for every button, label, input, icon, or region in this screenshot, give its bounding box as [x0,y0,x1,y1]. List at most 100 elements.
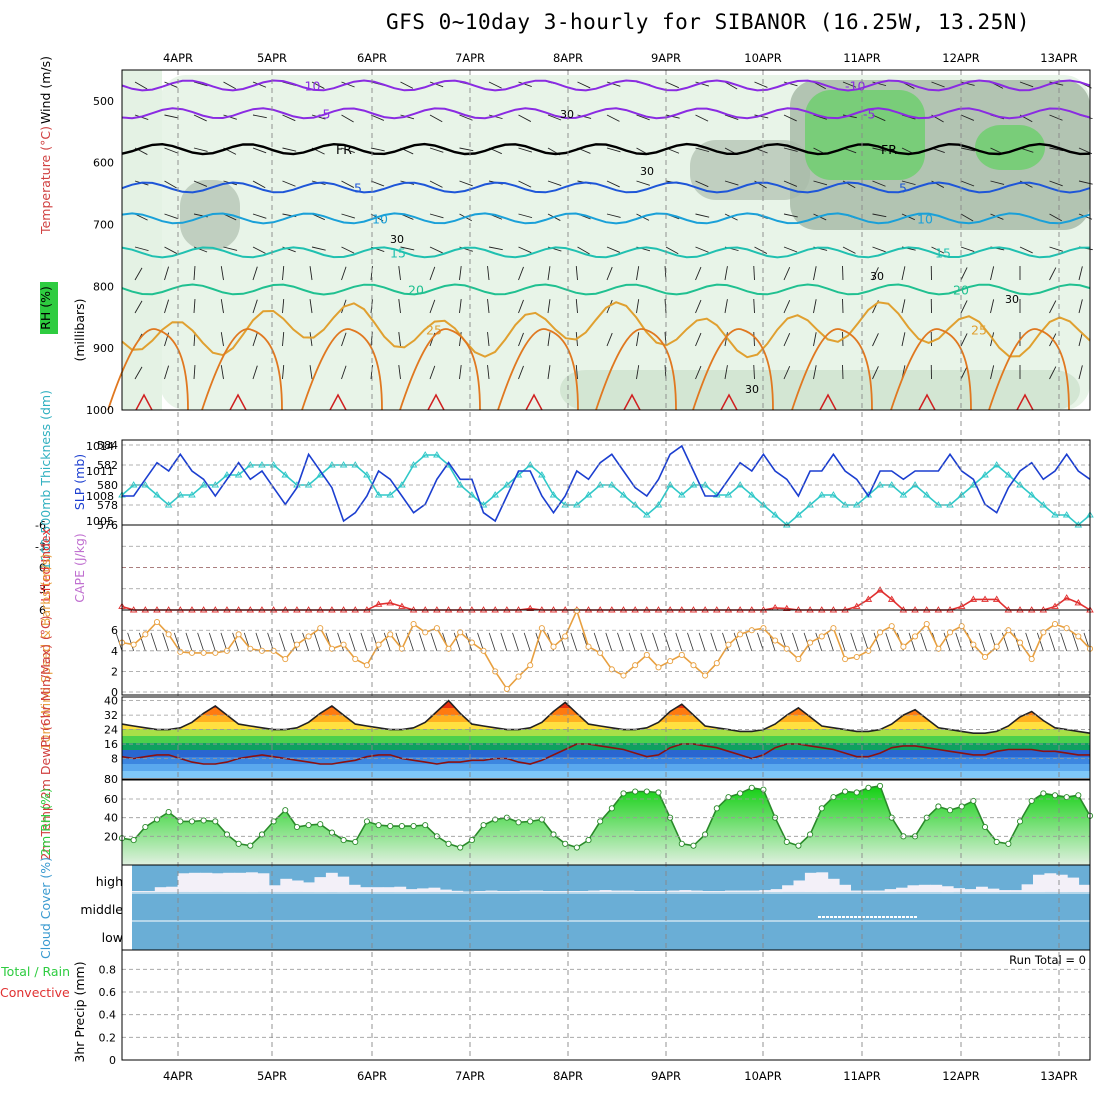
wind-barb [162,632,170,651]
high-cloud-bar [941,886,954,893]
high-cloud-bar [576,891,589,893]
wind-barb [872,366,879,380]
rh-line-point [1063,794,1070,801]
wind-barb [197,632,205,651]
wind-speed-line-point [340,641,347,648]
rh-contour-label: 30 [640,165,654,178]
rh-tick-label: 60 [104,793,118,806]
thickness-line-point [666,481,674,488]
wind-barb [960,213,974,222]
wind-speed-line-point [737,631,744,638]
temp-tick-label: 8 [111,753,118,766]
wind-barb [518,365,524,380]
wind-barb [960,114,975,121]
thickness-line-point [176,491,185,498]
pressure-tick-label: 900 [93,342,114,355]
thickness-line-point [957,491,966,498]
wind-speed-line-point [328,645,335,652]
high-cloud-bar [360,887,372,892]
lifted-index-line-point [969,595,978,602]
wind-barb [370,114,385,121]
date-label-top: 5APR [257,51,287,65]
thickness-line-point [631,501,639,508]
temp-panel-frame [121,696,1091,780]
wind-speed-line-point [830,625,837,632]
rh-line-point [142,823,149,831]
rh-line-point [282,807,289,814]
wind-barb [695,266,702,281]
wind-barb [901,180,916,186]
wind-barb [150,632,158,651]
rh-line-point [328,829,335,836]
high-cloud-bar [474,891,486,893]
wind-barb [398,299,401,314]
rh-line-point [492,816,499,823]
wind-barb [575,299,578,314]
wind-barb [223,81,236,90]
high-cloud-bar [211,873,224,892]
wind-barb [960,267,968,281]
wind-speed-line-point [375,641,382,648]
wind-barb [960,246,975,252]
wind-barb [813,180,828,186]
slp-tick-label: 1011 [86,465,114,478]
slp-tick-label: 1014 [86,440,114,453]
slp-tick-label: 1008 [86,490,114,503]
high-cloud-bar [519,890,532,892]
isotherm-label: FR [336,142,352,157]
wind-speed-line-point [1040,629,1047,636]
wind-barb [960,300,968,314]
wind-barb [220,332,224,347]
thickness-line-point [654,501,663,508]
isotherm-label: 15 [935,245,951,260]
thickness-line-point [1027,491,1036,498]
wind-speed-axis-title: 10m Wind Speed & Barbs (m/s) [38,554,53,751]
wind-tick-label: 4 [111,645,118,658]
wind-barb [628,632,636,651]
wind-barb [640,632,648,651]
wind-barb [783,114,797,122]
high-cloud-bar [497,891,509,893]
wind-barb [606,147,621,153]
date-label-bottom: 11APR [843,1069,880,1083]
thickness-line-point [374,491,383,498]
wind-barb [252,213,267,219]
wind-barb [722,632,729,651]
rh-line-point [713,805,720,812]
wind-barb [1078,332,1083,347]
wind-speed-line-point [468,639,475,646]
high-cloud-bar [166,886,179,893]
wind-barb [783,213,798,218]
wind-barb [418,632,426,651]
temp-color-band [122,700,1090,708]
li-tick-label: 6 [39,604,46,617]
rh-shading-area [690,140,810,200]
wind-speed-line-point [527,662,534,669]
rh-line-point [1051,792,1059,799]
thickness-line-point [141,481,150,488]
rh2m-axis-title: 2m RH (%) [38,788,53,856]
rh-line-point [1016,818,1024,825]
precip-axis-title: 3hr Precip (mm) [72,961,87,1062]
isotherm-label: 5 [354,180,362,195]
thickness-line-point [223,471,231,478]
wind-speed-line-point [1016,639,1024,646]
high-cloud-bar [839,884,851,892]
wind-speed-line-point [620,672,627,679]
wind-barb [487,266,490,281]
wind-barb [164,299,170,314]
wind-barb [311,246,326,251]
rh-shading-area [805,90,925,180]
rh-axis-title: RH (%) [38,286,53,330]
wind-barb [518,147,533,153]
thickness-line-point [491,491,499,498]
high-cloud-bar [611,890,623,892]
wind-barb [724,332,728,347]
rh-line-point [538,816,545,823]
wind-barb [575,365,578,380]
rh-line-point [293,823,300,831]
wind-barb [558,632,566,651]
lifted-index-line-point [1051,602,1059,609]
wind-speed-line-point [655,664,662,671]
thickness-line-point [724,491,733,498]
